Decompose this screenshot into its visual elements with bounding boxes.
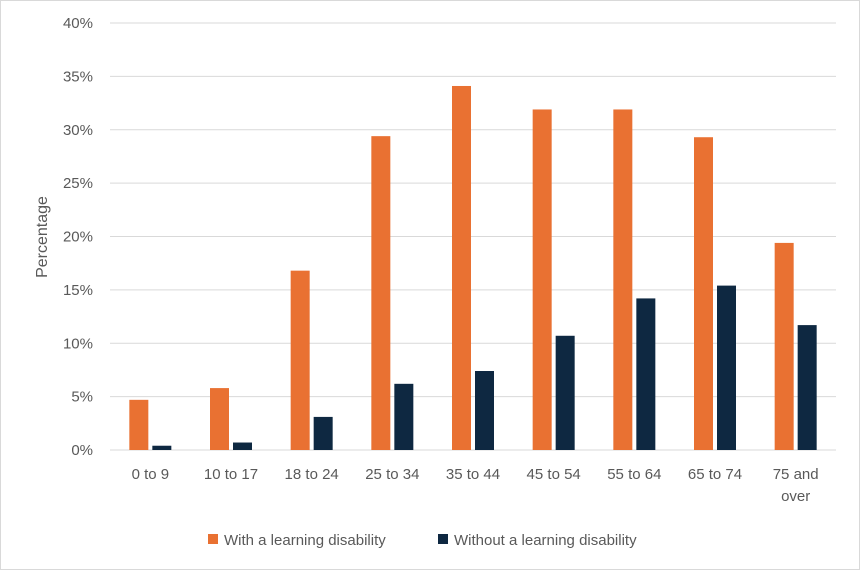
y-tick-label: 10%	[63, 335, 93, 352]
legend-label: With a learning disability	[224, 532, 386, 549]
y-axis-label: Percentage	[34, 196, 51, 278]
x-tick-label: 0 to 9	[132, 466, 170, 483]
gridlines	[110, 22, 836, 451]
bar-with-ld	[532, 109, 552, 450]
y-tick-label: 25%	[63, 175, 93, 192]
legend-swatch	[208, 534, 218, 544]
bar-without-ld	[313, 416, 333, 450]
bar-without-ld	[394, 383, 414, 450]
y-tick-label: 20%	[63, 229, 93, 246]
legend-swatch	[438, 534, 448, 544]
legend: With a learning disability Without a lear…	[208, 532, 637, 549]
y-tick-label: 0%	[71, 442, 93, 459]
bar-with-ld	[290, 270, 310, 450]
x-tick-label: 75 and over	[773, 466, 819, 505]
bar-with-ld	[774, 242, 794, 450]
y-tick-label: 40%	[63, 15, 93, 32]
x-tick-label: 65 to 74	[688, 466, 742, 483]
x-tick-label: 35 to 44	[446, 466, 500, 483]
bars	[129, 85, 817, 451]
bar-without-ld	[797, 325, 817, 450]
bar-with-ld	[452, 85, 471, 451]
x-tick-label: 18 to 24	[285, 466, 339, 483]
y-tick-label: 15%	[63, 282, 93, 299]
bar-without-ld	[233, 442, 252, 450]
legend-label: Without a learning disability	[454, 532, 637, 549]
bar-with-ld	[694, 137, 713, 450]
bar-without-ld	[555, 335, 575, 450]
bar-with-ld	[371, 136, 391, 450]
bar-with-ld	[210, 388, 229, 450]
x-tick-label: 10 to 17	[204, 466, 258, 483]
bar-without-ld	[475, 371, 494, 450]
y-tick-label: 35%	[63, 68, 93, 85]
bar-without-ld	[717, 285, 736, 450]
x-axis-ticks: 0 to 9 10 to 17 18 to 24 25 to 34 35 to 44 45…	[132, 466, 819, 505]
y-tick-label: 30%	[63, 122, 93, 139]
x-tick-label: 45 to 54	[527, 466, 581, 483]
bar-without-ld	[152, 445, 172, 450]
x-tick-label: 55 to 64	[607, 466, 661, 483]
bar-without-ld	[636, 298, 656, 450]
y-axis-ticks: 0% 5% 10% 15% 20% 25% 30% 35% 40%	[63, 15, 93, 459]
y-tick-label: 5%	[71, 389, 93, 406]
bar-with-ld	[129, 399, 149, 450]
x-tick-label: 25 to 34	[365, 466, 419, 483]
bar-with-ld	[613, 109, 633, 450]
